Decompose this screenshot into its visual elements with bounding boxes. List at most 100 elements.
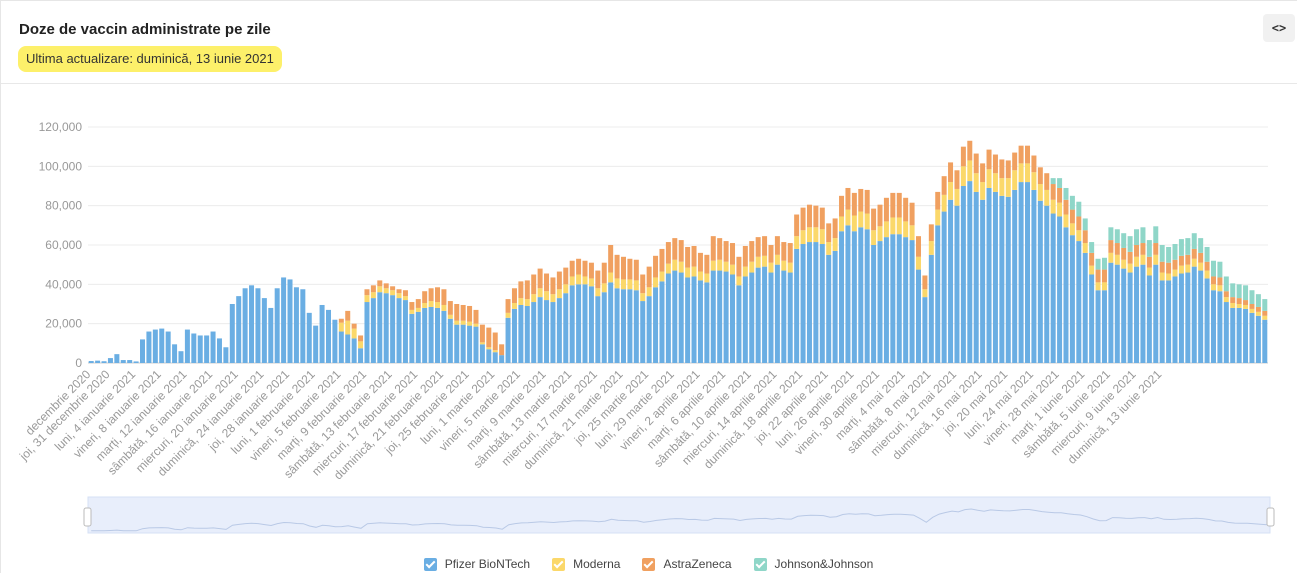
bar-segment-jj: [1236, 284, 1242, 299]
bar-segment-astrazeneca: [819, 207, 825, 230]
bar-segment-pfizer: [999, 195, 1005, 363]
bar-segment-moderna: [1140, 254, 1146, 265]
range-handle-left[interactable]: [83, 507, 92, 527]
bar-segment-pfizer: [608, 282, 614, 363]
bar-segment-jj: [1191, 233, 1197, 249]
bar-segment-pfizer: [1236, 307, 1242, 363]
legend-checkbox-moderna[interactable]: [552, 557, 566, 571]
bar-segment-astrazeneca: [563, 267, 569, 285]
bar-segment-astrazeneca: [1069, 209, 1075, 224]
embed-code-button[interactable]: <>: [1263, 14, 1295, 42]
bar-segment-pfizer: [954, 205, 960, 363]
bar-segment-moderna: [1146, 267, 1152, 276]
bar-segment-astrazeneca: [704, 254, 710, 274]
bar-segment-moderna: [1101, 282, 1107, 291]
bar-segment-moderna: [794, 236, 800, 249]
bar-segment-jj: [1223, 276, 1229, 292]
legend-item-jj[interactable]: Johnson&Johnson: [753, 557, 873, 571]
bar-segment-moderna: [486, 347, 492, 350]
bar-segment-pfizer: [281, 277, 287, 363]
bar-segment-pfizer: [858, 227, 864, 363]
bar-segment-moderna: [531, 294, 537, 303]
bar-segment-moderna: [1037, 184, 1043, 201]
legend-item-astrazeneca[interactable]: AstraZeneca: [642, 557, 732, 571]
bar-segment-moderna: [948, 182, 954, 200]
bar-segment-astrazeneca: [1082, 230, 1088, 244]
bar-segment-astrazeneca: [1178, 255, 1184, 266]
bar-segment-pfizer: [1031, 189, 1037, 363]
bar-segment-pfizer: [710, 270, 716, 363]
bar-segment-astrazeneca: [620, 256, 626, 280]
bar-segment-moderna: [1057, 202, 1063, 217]
y-tick-label: 80,000: [45, 199, 82, 213]
legend-checkbox-astrazeneca[interactable]: [642, 557, 656, 571]
bar-segment-moderna: [954, 188, 960, 206]
bar-segment-moderna: [1095, 282, 1101, 291]
bar-segment-pfizer: [415, 311, 421, 363]
bar-segment-pfizer: [1076, 241, 1082, 363]
bar-segment-jj: [1230, 283, 1236, 298]
bar-segment-astrazeneca: [710, 236, 716, 261]
legend-item-moderna[interactable]: Moderna: [552, 557, 620, 571]
bar-segment-pfizer: [159, 328, 165, 363]
bar-segment-pfizer: [646, 296, 652, 363]
bar-segment-pfizer: [300, 289, 306, 363]
bar-segment-pfizer: [338, 331, 344, 363]
bar-segment-pfizer: [1050, 213, 1056, 363]
legend-checkbox-pfizer[interactable]: [423, 557, 437, 571]
bar-segment-pfizer: [1230, 307, 1236, 363]
bar-segment-jj: [1140, 227, 1146, 244]
bar-segment-pfizer: [332, 319, 338, 363]
bar-segment-pfizer: [935, 225, 941, 363]
bar-segment-moderna: [787, 262, 793, 273]
bar-segment-moderna: [1069, 223, 1075, 236]
bar-segment-pfizer: [274, 288, 280, 363]
bar-segment-astrazeneca: [467, 305, 473, 322]
bar-segment-moderna: [1121, 259, 1127, 269]
bar-segment-astrazeneca: [1089, 252, 1095, 266]
bar-segment-astrazeneca: [896, 192, 902, 218]
bar-segment-pfizer: [107, 358, 113, 363]
bar-segment-pfizer: [1057, 216, 1063, 363]
bar-segment-pfizer: [1089, 274, 1095, 363]
bar-segment-astrazeneca: [345, 310, 351, 321]
bar-segment-astrazeneca: [640, 274, 646, 294]
bar-segment-moderna: [1114, 254, 1120, 265]
bar-segment-astrazeneca: [402, 290, 408, 297]
bar-segment-pfizer: [364, 302, 370, 363]
bar-segment-moderna: [1249, 308, 1255, 313]
bar-segment-moderna: [813, 227, 819, 243]
bar-segment-pfizer: [1095, 290, 1101, 363]
bar-segment-moderna: [774, 254, 780, 265]
bar-segment-astrazeneca: [1185, 254, 1191, 265]
bar-segment-pfizer: [595, 296, 601, 363]
legend-checkbox-jj[interactable]: [753, 557, 767, 571]
bar-segment-astrazeneca: [749, 241, 755, 262]
bar-segment-moderna: [1082, 243, 1088, 253]
range-handle-right[interactable]: [1266, 507, 1275, 527]
bar-segment-moderna: [903, 221, 909, 238]
bar-segment-pfizer: [685, 277, 691, 363]
bar-segment-moderna: [1063, 214, 1069, 228]
bar-segment-pfizer: [210, 331, 216, 363]
bar-segment-astrazeneca: [1146, 256, 1152, 268]
bar-segment-pfizer: [511, 308, 517, 363]
bar-segment-astrazeneca: [550, 277, 556, 295]
bar-segment-moderna: [345, 320, 351, 335]
bar-segment-moderna: [582, 276, 588, 285]
bar-segment-moderna: [845, 209, 851, 226]
legend-item-pfizer[interactable]: Pfizer BioNTech: [423, 557, 530, 571]
bar-segment-moderna: [435, 302, 441, 308]
bar-segment-moderna: [1031, 172, 1037, 190]
bar-segment-moderna: [447, 314, 453, 319]
bar-segment-moderna: [537, 288, 543, 298]
bar-segment-pfizer: [832, 250, 838, 363]
bar-segment-pfizer: [640, 301, 646, 363]
bar-segment-moderna: [556, 289, 562, 299]
bar-segment-jj: [1159, 245, 1165, 262]
bar-segment-moderna: [691, 266, 697, 277]
bar-segment-moderna: [473, 323, 479, 327]
bar-segment-astrazeneca: [358, 335, 364, 342]
bar-segment-astrazeneca: [390, 286, 396, 291]
